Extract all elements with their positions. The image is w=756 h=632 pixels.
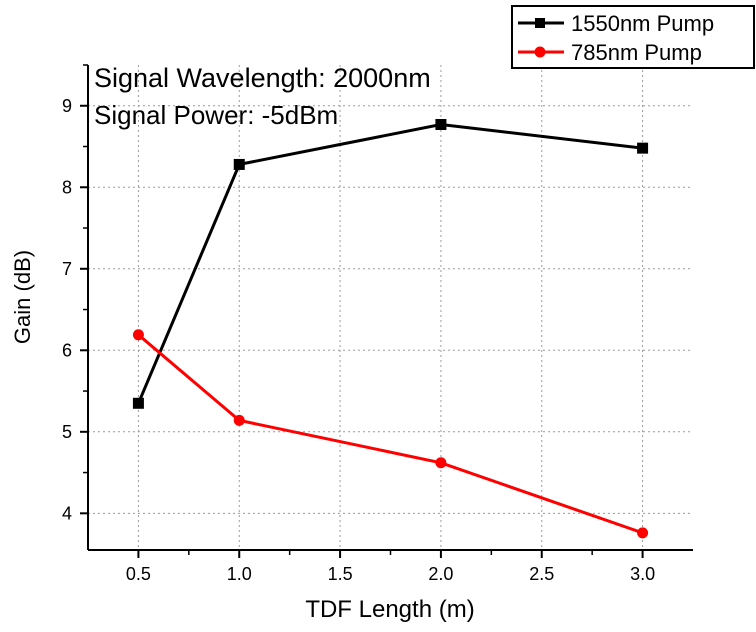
x-tick-label-4: 2.5 (529, 564, 554, 584)
series-0-point-2 (435, 119, 447, 131)
x-tick-label-0: 0.5 (126, 564, 151, 584)
y-tick-label-5: 9 (62, 96, 72, 116)
legend-label-785nm: 785nm Pump (571, 40, 702, 65)
series (132, 119, 649, 539)
legend-box (511, 5, 755, 69)
x-tick-label-3: 2.0 (428, 564, 453, 584)
ticks: 0.5 1.0 1.5 2.0 2.5 3.0 4 5 6 7 8 9 (62, 64, 655, 584)
x-axis-label: TDF Length (m) (305, 596, 474, 623)
series-line-1 (137, 333, 644, 535)
y-tick-label-3: 7 (62, 259, 72, 279)
legend-marker-785nm (534, 46, 546, 58)
series-1-point-2 (435, 457, 447, 469)
series-1-point-1 (233, 414, 245, 426)
y-tick-label-2: 6 (62, 340, 72, 360)
series-0-point-0 (132, 397, 144, 409)
x-tick-label-5: 3.0 (630, 564, 655, 584)
legend-marker-1550nm (535, 18, 545, 28)
legend-label-1550nm: 1550nm Pump (571, 11, 714, 36)
y-axis-label: Gain (dB) (10, 250, 35, 344)
series-line-0 (137, 122, 643, 404)
x-tick-label-2: 1.5 (328, 564, 353, 584)
y-tick-label-1: 5 (62, 422, 72, 442)
series-0-point-1 (233, 158, 245, 170)
series-1-point-3 (637, 527, 649, 539)
annotation-signal-wavelength: Signal Wavelength: 2000nm (94, 63, 431, 93)
y-tick-label-4: 8 (62, 177, 72, 197)
annotation-signal-power: Signal Power: -5dBm (94, 100, 338, 130)
series-0-point-3 (637, 142, 649, 154)
x-tick-label-1: 1.0 (227, 564, 252, 584)
y-tick-label-0: 4 (62, 503, 72, 523)
series-1-point-0 (132, 329, 144, 341)
legend: 1550nm Pump 785nm Pump (511, 5, 755, 69)
